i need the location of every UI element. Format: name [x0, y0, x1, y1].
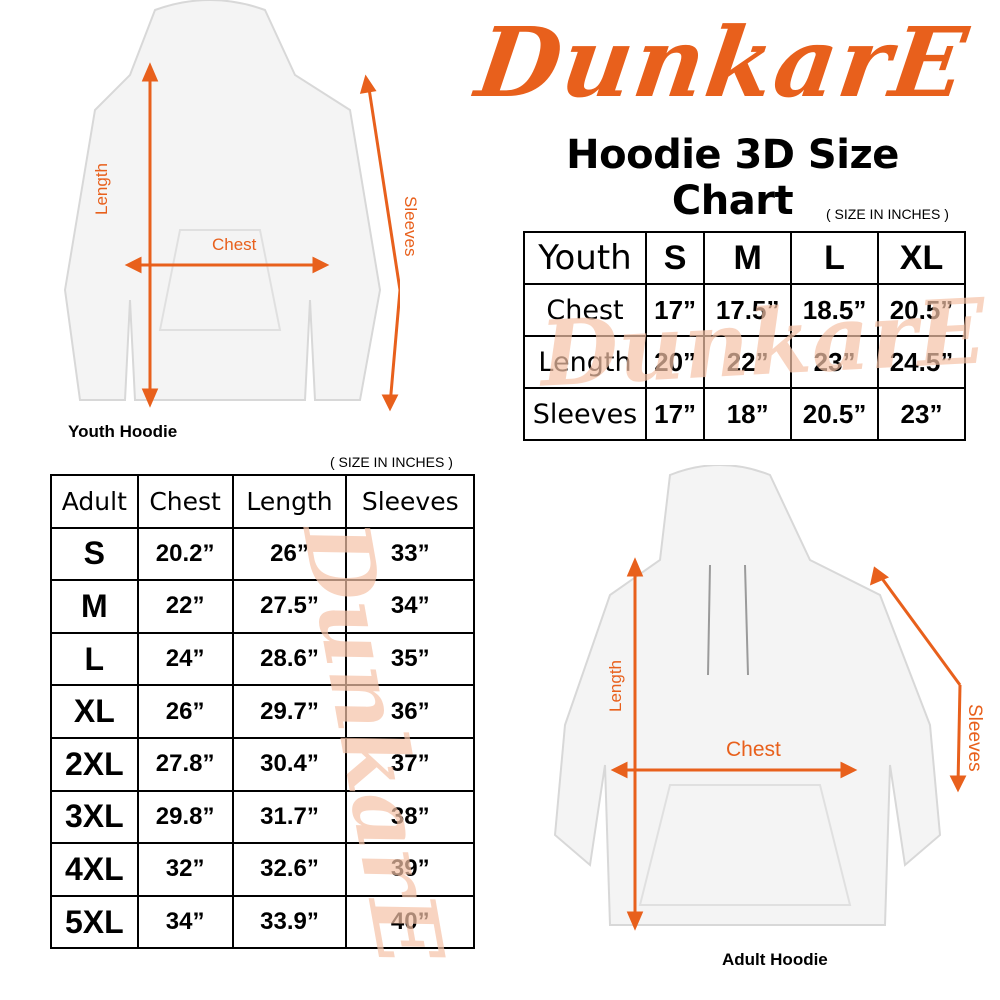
row-label: Chest	[523, 283, 647, 337]
cell: 34”	[345, 579, 475, 634]
cell: 20.5”	[790, 387, 880, 441]
cell: 17”	[644, 283, 706, 337]
cell: 23”	[877, 387, 966, 441]
adult-hoodie-image	[553, 465, 967, 931]
table-row: 5XL 34” 33.9” 40”	[50, 894, 475, 950]
adult-chest-label: Chest	[726, 738, 781, 761]
cell: 29.8”	[136, 789, 234, 845]
table-row: Length 20” 22” 23” 24.5”	[523, 335, 966, 389]
youth-unit-note: ( SIZE IN INCHES )	[826, 206, 949, 222]
cell: 32”	[136, 842, 234, 897]
cell: 22”	[703, 335, 793, 389]
adult-length-label: Length	[606, 660, 625, 712]
header-cell: S	[644, 231, 706, 285]
row-label: 3XL	[50, 789, 139, 845]
brand-logo: DunkarE	[469, 6, 976, 119]
table-row: 3XL 29.8” 31.7” 38”	[50, 789, 475, 845]
cell: 24”	[136, 631, 234, 687]
header-cell: L	[790, 231, 880, 285]
cell: 17”	[644, 387, 706, 441]
cell: 40”	[345, 894, 475, 950]
youth-sleeves-label: Sleeves	[401, 196, 420, 257]
header-cell: Adult	[50, 474, 139, 529]
row-label: XL	[50, 684, 139, 739]
row-label: L	[50, 631, 139, 687]
table-row: L 24” 28.6” 35”	[50, 631, 475, 687]
cell: 27.8”	[136, 736, 234, 792]
table-header-row: Youth S M L XL	[523, 231, 966, 285]
table-row: 4XL 32” 32.6” 39”	[50, 842, 475, 897]
header-cell: Sleeves	[345, 474, 475, 529]
youth-caption: Youth Hoodie	[68, 422, 178, 441]
cell: 26”	[136, 684, 234, 739]
cell: 34”	[136, 894, 234, 950]
cell: 26”	[231, 526, 348, 582]
table-row: Chest 17” 17.5” 18.5” 20.5”	[523, 283, 966, 337]
page-title: Hoodie 3D Size Chart	[566, 132, 899, 224]
adult-sleeves-label: Sleeves	[964, 704, 985, 772]
table-row: 2XL 27.8” 30.4” 37”	[50, 736, 475, 792]
table-row: M 22” 27.5” 34”	[50, 579, 475, 634]
cell: 33”	[345, 526, 475, 582]
row-label: 2XL	[50, 736, 139, 792]
header-cell: XL	[877, 231, 966, 285]
row-label: Length	[523, 335, 647, 389]
cell: 23”	[790, 335, 880, 389]
header-cell: M	[703, 231, 793, 285]
row-label: 4XL	[50, 842, 139, 897]
header-cell: Youth	[523, 231, 647, 285]
cell: 33.9”	[231, 894, 348, 950]
cell: 27.5”	[231, 579, 348, 634]
cell: 24.5”	[877, 335, 966, 389]
youth-hoodie-image	[63, 0, 400, 412]
cell: 18”	[703, 387, 793, 441]
youth-chest-label: Chest	[212, 235, 257, 254]
cell: 37”	[345, 736, 475, 792]
cell: 20.2”	[136, 526, 234, 582]
cell: 22”	[136, 579, 234, 634]
adult-size-table: Adult Chest Length Sleeves S 20.2” 26” 33” M 22” 2…	[50, 474, 475, 950]
row-label: S	[50, 526, 139, 582]
youth-length-label: Length	[92, 163, 111, 215]
adult-unit-note: ( SIZE IN INCHES )	[330, 454, 453, 470]
row-label: M	[50, 579, 139, 634]
table-row: S 20.2” 26” 33”	[50, 526, 475, 582]
cell: 28.6”	[231, 631, 348, 687]
cell: 31.7”	[231, 789, 348, 845]
row-label: 5XL	[50, 894, 139, 950]
cell: 38”	[345, 789, 475, 845]
row-label: Sleeves	[523, 387, 647, 441]
cell: 20.5”	[877, 283, 966, 337]
cell: 36”	[345, 684, 475, 739]
adult-caption: Adult Hoodie	[722, 950, 828, 969]
cell: 29.7”	[231, 684, 348, 739]
cell: 30.4”	[231, 736, 348, 792]
cell: 39”	[345, 842, 475, 897]
cell: 35”	[345, 631, 475, 687]
table-row: XL 26” 29.7” 36”	[50, 684, 475, 739]
youth-size-table: Youth S M L XL Chest 17” 17.5” 18.5” 20.5” Lengt…	[523, 231, 966, 441]
cell: 18.5”	[790, 283, 880, 337]
table-header-row: Adult Chest Length Sleeves	[50, 474, 475, 529]
header-cell: Length	[231, 474, 348, 529]
table-row: Sleeves 17” 18” 20.5” 23”	[523, 387, 966, 441]
cell: 20”	[644, 335, 706, 389]
cell: 17.5”	[703, 283, 793, 337]
header-cell: Chest	[136, 474, 234, 529]
cell: 32.6”	[231, 842, 348, 897]
